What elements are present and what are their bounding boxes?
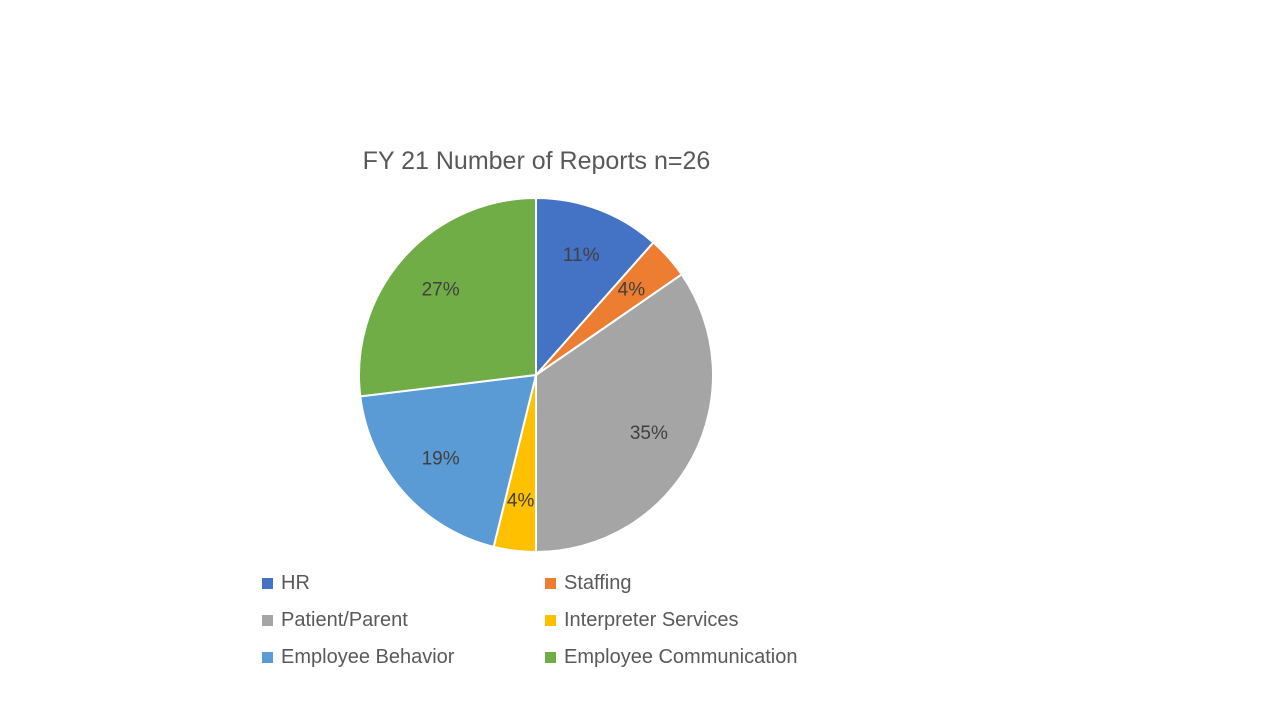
- legend-label: Employee Communication: [564, 645, 798, 668]
- data-label-employee-behavior: 19%: [422, 449, 460, 470]
- legend-item-interpreter-services: Interpreter Services: [545, 609, 828, 631]
- pie-data-labels: 11% 4% 35% 4% 19% 27%: [422, 245, 668, 512]
- data-label-staffing: 4%: [618, 280, 646, 301]
- data-label-interpreter-services: 4%: [507, 491, 535, 512]
- legend-swatch: [545, 577, 556, 589]
- data-label-employee-communication: 27%: [422, 280, 460, 301]
- legend-swatch: [262, 577, 273, 589]
- legend-item-patient-parent: Patient/Parent: [262, 609, 545, 631]
- legend-item-hr: HR: [262, 572, 545, 594]
- legend-swatch: [545, 651, 556, 663]
- chart-legend: HR Staffing Patient/Parent Interpreter Serv…: [262, 572, 828, 668]
- data-label-hr: 11%: [563, 245, 600, 266]
- legend-swatch: [262, 651, 273, 663]
- pie-slice-patient-parent: [535, 273, 714, 554]
- legend-label: Patient/Parent: [281, 608, 408, 631]
- pie-slice-hr: [535, 196, 655, 378]
- legend-swatch: [262, 614, 273, 626]
- legend-item-employee-behavior: Employee Behavior: [262, 646, 545, 668]
- pie-slice-employee-behavior: [359, 373, 538, 549]
- data-label-patient-parent: 35%: [630, 423, 668, 444]
- legend-label: Staffing: [564, 571, 632, 594]
- legend-label: Employee Behavior: [281, 645, 455, 668]
- legend-label: HR: [281, 571, 310, 594]
- chart-title: FY 21 Number of Reports n=26: [362, 147, 711, 175]
- legend-label: Interpreter Services: [564, 608, 739, 631]
- legend-swatch: [545, 614, 556, 626]
- legend-item-employee-communication: Employee Communication: [545, 646, 828, 668]
- pie-slice-employee-communication: [358, 196, 537, 398]
- legend-item-staffing: Staffing: [545, 572, 828, 594]
- pie-slices: [358, 196, 714, 554]
